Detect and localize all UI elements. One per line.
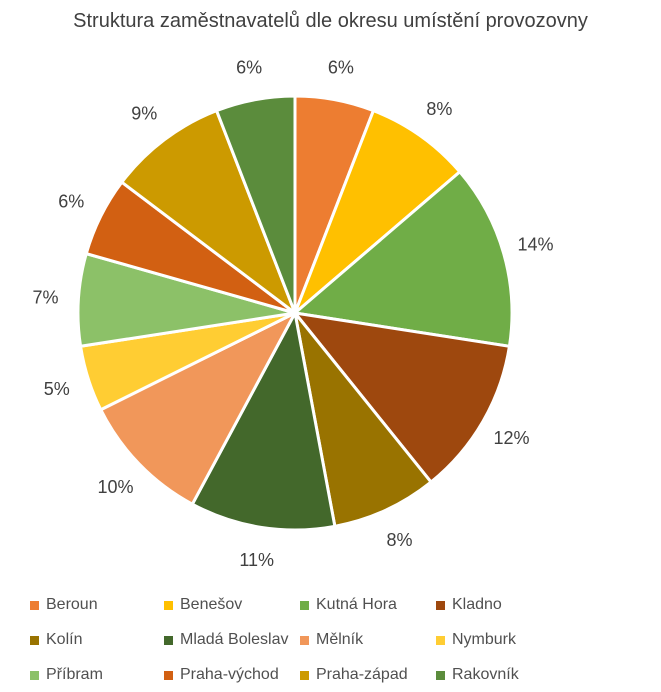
data-label: 8% [426, 99, 452, 119]
legend-swatch [30, 670, 39, 680]
legend-item: Mělník [300, 629, 436, 651]
legend-label: Benešov [180, 596, 243, 613]
legend-swatch [30, 600, 39, 610]
legend-swatch [300, 670, 309, 680]
legend-item: Benešov [164, 594, 300, 616]
legend-label: Praha-východ [180, 666, 279, 683]
data-label: 14% [517, 235, 553, 255]
data-label: 6% [58, 192, 84, 212]
legend-label: Rakovník [452, 666, 519, 683]
data-label: 5% [44, 379, 70, 399]
legend-swatch [436, 635, 445, 645]
data-label: 8% [386, 530, 412, 550]
pie-slice-6 [99, 311, 297, 506]
pie-chart: 6% 8% 14% 12% 8% 11% 10% 5% 7% 6% 9% 6% [32, 57, 553, 570]
legend-swatch [164, 600, 173, 610]
legend-item: Kladno [436, 594, 572, 616]
data-label: 6% [328, 57, 354, 77]
legend-item: Nymburk [436, 629, 572, 651]
legend-item: Praha-západ [300, 664, 436, 686]
data-label: 10% [97, 477, 133, 497]
legend-item: Kolín [30, 629, 164, 651]
data-label: 7% [32, 288, 58, 308]
data-label: 6% [236, 57, 262, 77]
legend-swatch [300, 600, 309, 610]
legend-item: Kutná Hora [300, 594, 436, 616]
pie-slice-10 [120, 109, 297, 315]
legend-swatch [300, 635, 309, 645]
legend-label: Mělník [316, 631, 364, 648]
pie-slice-2 [293, 170, 514, 348]
legend-swatch [436, 670, 445, 680]
legend-swatch [30, 635, 39, 645]
legend-swatch [436, 600, 445, 610]
legend-label: Kutná Hora [316, 596, 397, 613]
legend-label: Mladá Boleslav [180, 631, 289, 648]
legend-swatch [164, 635, 173, 645]
legend: Beroun Benešov Kutná Hora Kladno Kolín Mladá … [30, 594, 650, 686]
legend-item: Beroun [30, 594, 164, 616]
legend-item: Příbram [30, 664, 164, 686]
legend-label: Nymburk [452, 631, 517, 648]
legend-item: Mladá Boleslav [164, 629, 300, 651]
legend-label: Praha-západ [316, 666, 408, 683]
pie-slice-5 [190, 311, 337, 532]
legend-label: Kolín [46, 631, 83, 648]
pie-slice-1 [293, 109, 462, 315]
chart-title: Struktura zaměstnavatelů dle okresu umís… [73, 10, 588, 32]
pie-slice-4 [293, 311, 433, 528]
data-label: 9% [131, 104, 157, 124]
data-label: 11% [239, 550, 274, 570]
data-label: 12% [493, 428, 529, 448]
legend-item: Rakovník [436, 664, 572, 686]
legend-item: Praha-východ [164, 664, 300, 686]
legend-label: Beroun [46, 596, 98, 613]
pie-slice-3 [293, 311, 511, 484]
pie-slice-11 [215, 94, 297, 315]
legend-label: Kladno [452, 596, 502, 613]
legend-label: Příbram [46, 666, 103, 683]
legend-swatch [164, 670, 173, 680]
